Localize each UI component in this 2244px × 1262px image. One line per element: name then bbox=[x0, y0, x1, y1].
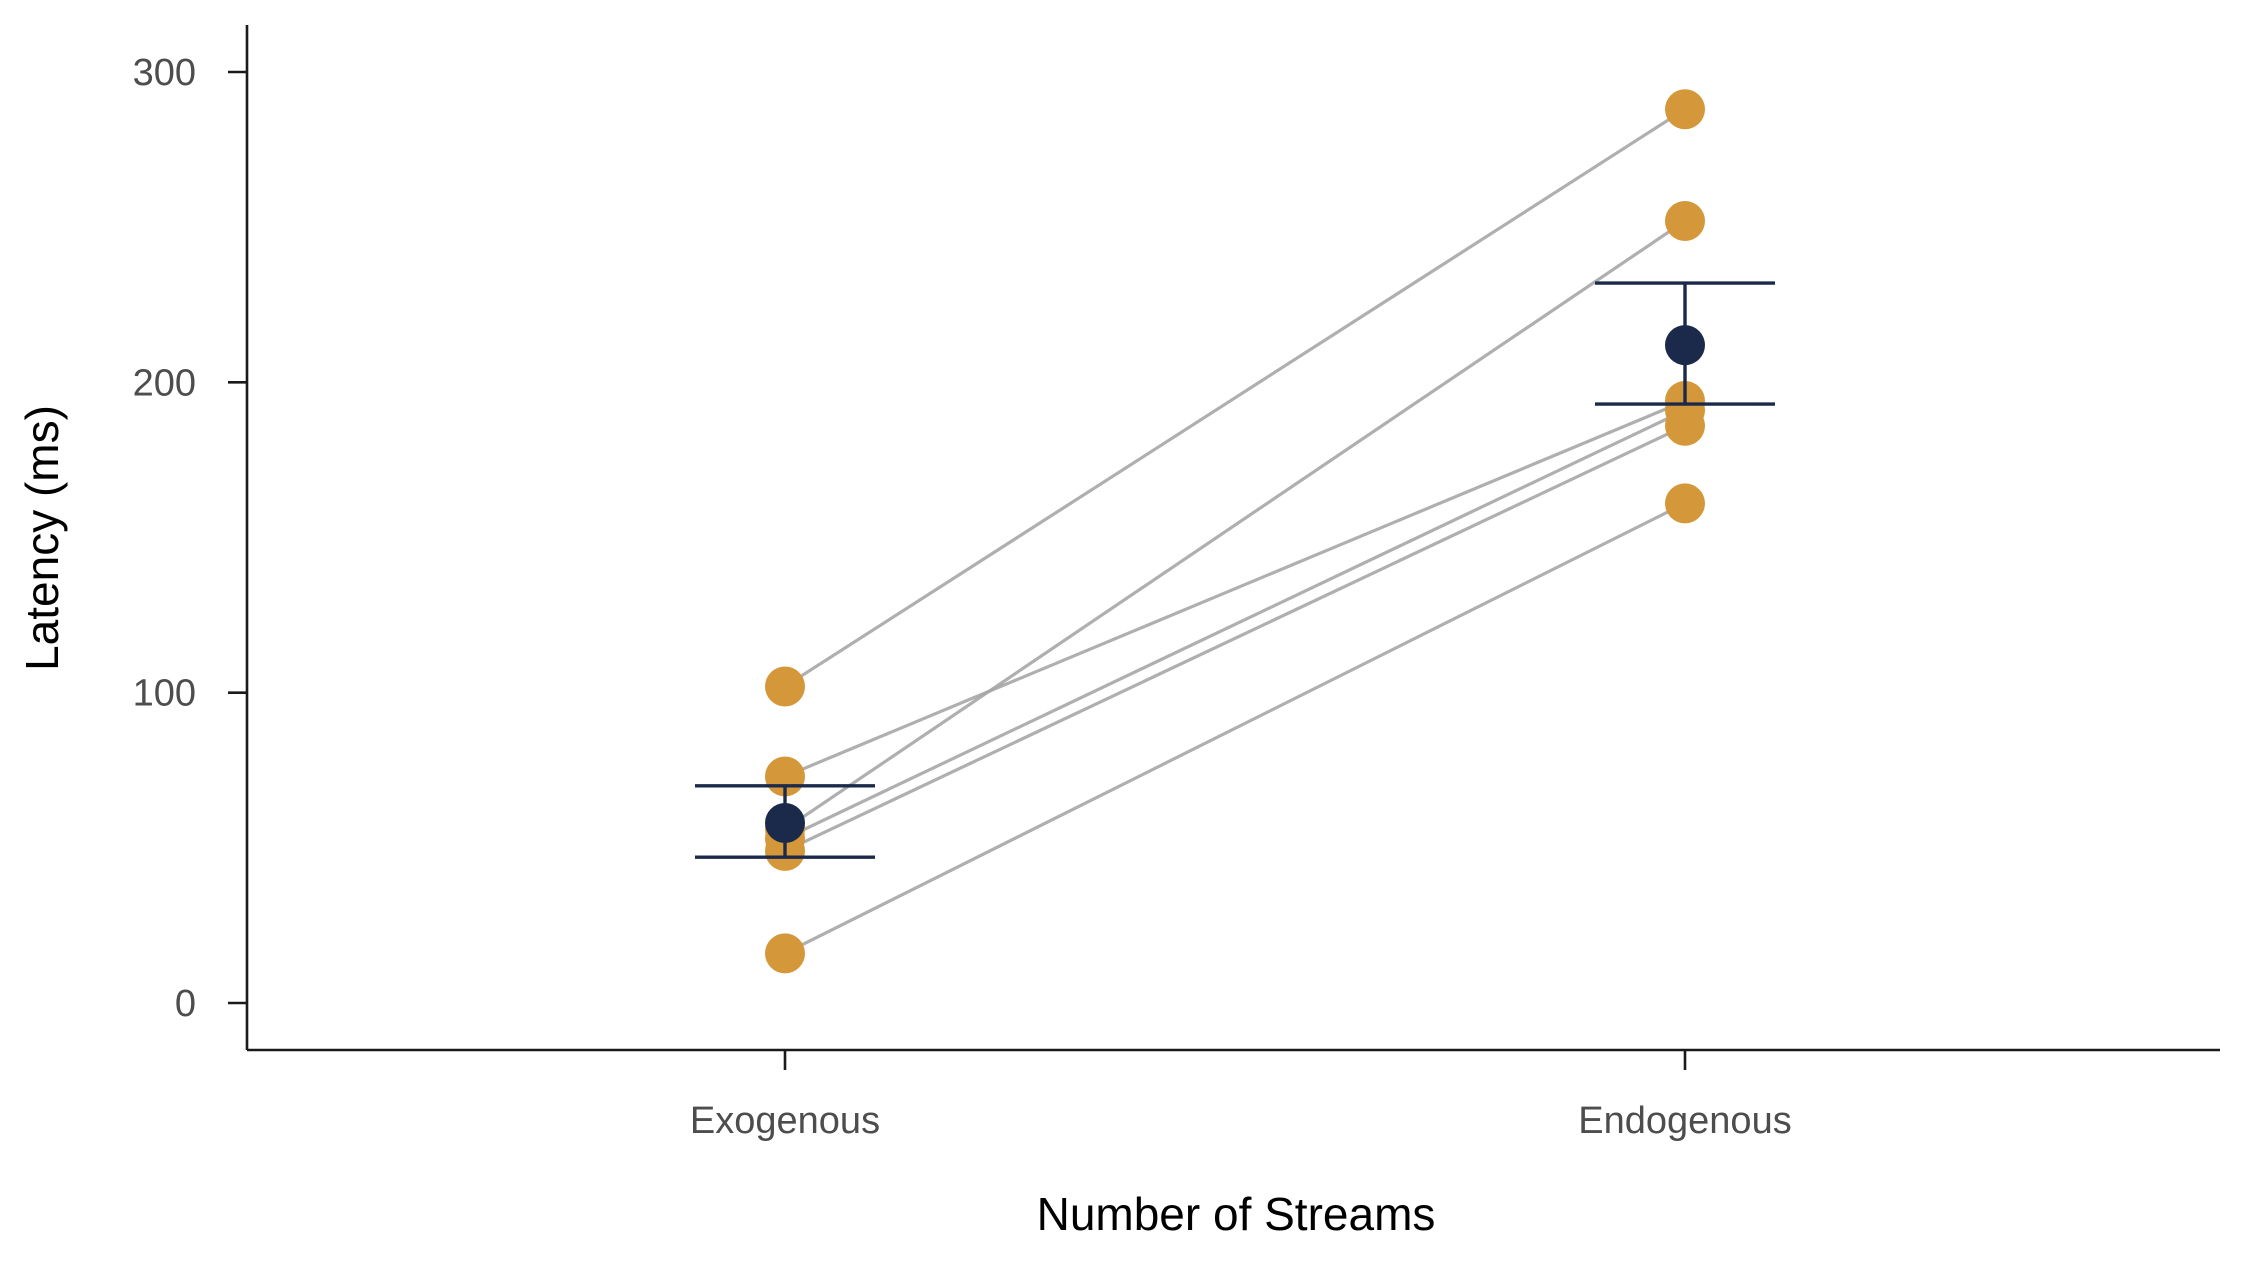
mean-error-bars bbox=[695, 281, 1775, 859]
subject-point-6-endogenous bbox=[1665, 483, 1705, 524]
subject-line-2 bbox=[784, 399, 1686, 778]
x-tick-label-endogenous: Endogenous bbox=[1578, 1100, 1791, 1142]
subject-line-6 bbox=[784, 501, 1686, 955]
subject-point-3-endogenous bbox=[1665, 200, 1705, 241]
subject-line-5 bbox=[784, 424, 1686, 853]
subject-point-6-exogenous bbox=[765, 933, 805, 974]
mean-point-exogenous bbox=[765, 803, 805, 844]
x-axis-title: Number of Streams bbox=[1037, 1188, 1436, 1240]
subject-points bbox=[765, 89, 1705, 974]
subject-point-5-endogenous bbox=[1665, 405, 1705, 446]
subject-point-1-endogenous bbox=[1665, 89, 1705, 130]
subject-line-4 bbox=[784, 408, 1686, 840]
y-tick-label-0: 0 bbox=[175, 983, 196, 1025]
y-tick-label-200: 200 bbox=[133, 362, 196, 404]
subject-line-1 bbox=[784, 107, 1686, 688]
subject-point-1-exogenous bbox=[765, 666, 805, 707]
mean-point-endogenous bbox=[1665, 325, 1705, 366]
y-axis-title: Latency (ms) bbox=[16, 405, 68, 671]
subject-line-3 bbox=[784, 219, 1686, 831]
y-axis-ticks: 0 100 200 300 bbox=[133, 52, 247, 1025]
subject-lines bbox=[784, 107, 1686, 955]
y-tick-label-100: 100 bbox=[133, 673, 196, 715]
y-tick-label-300: 300 bbox=[133, 52, 196, 94]
x-tick-label-exogenous: Exogenous bbox=[690, 1100, 880, 1142]
x-axis-ticks: Exogenous Endogenous bbox=[690, 1050, 1792, 1142]
